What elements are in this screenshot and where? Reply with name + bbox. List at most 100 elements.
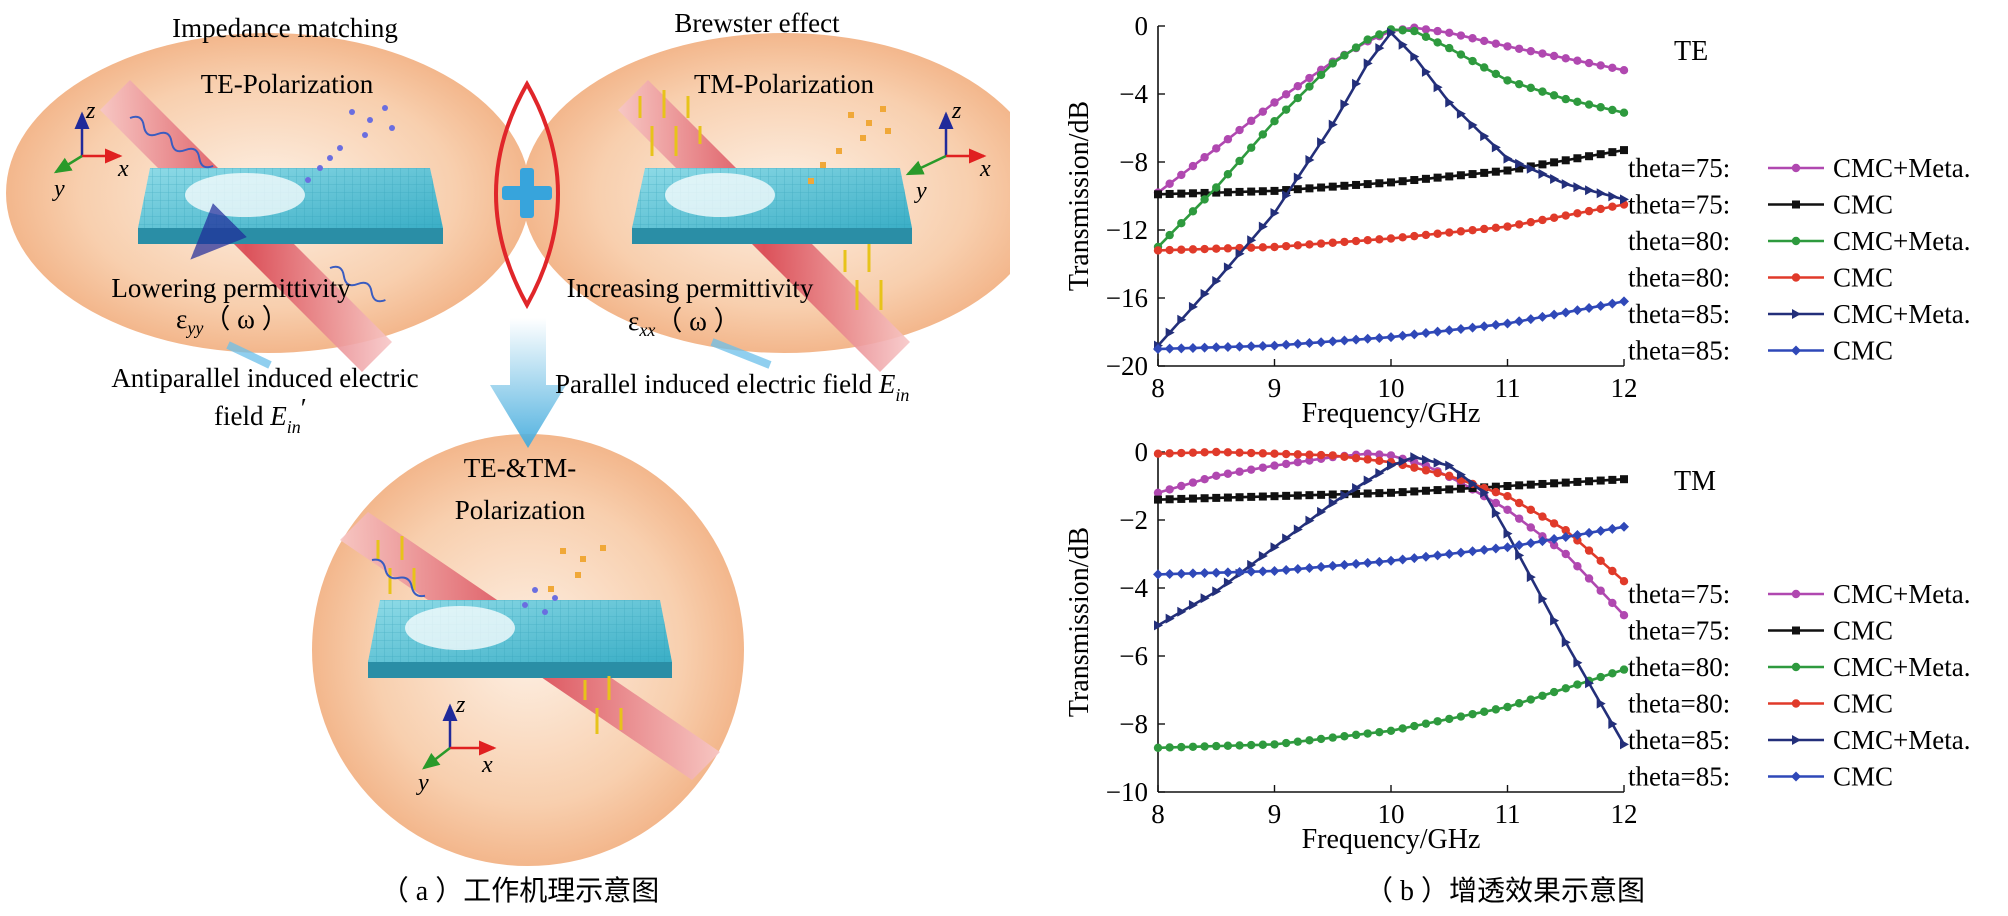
series-marker (1455, 547, 1466, 558)
series-marker (1177, 189, 1186, 198)
series-marker (1351, 730, 1361, 740)
series-marker (1397, 554, 1408, 565)
bottom-y-label: y (416, 770, 429, 796)
series-marker (1258, 130, 1268, 139)
series-marker (1387, 178, 1395, 187)
series-marker (1537, 536, 1548, 547)
series-marker (1421, 454, 1431, 465)
x-tick-label: 9 (1268, 373, 1282, 403)
series-marker (1351, 453, 1361, 463)
series-marker (1258, 740, 1268, 749)
y-tick-label: −8 (1119, 709, 1148, 739)
legend-swatch-marker (1791, 771, 1801, 782)
legend-prefix: theta=80: (1628, 226, 1730, 256)
series-marker (1235, 156, 1244, 166)
legend-swatch-marker (1791, 589, 1801, 599)
series-marker (1433, 26, 1442, 36)
series-marker (1503, 492, 1512, 501)
series-marker (1234, 341, 1245, 352)
series-marker (1491, 69, 1501, 79)
series-marker (1340, 452, 1349, 461)
series-marker (1199, 342, 1210, 353)
series-marker (1363, 236, 1372, 245)
series-marker (1293, 185, 1302, 194)
series-marker (1363, 729, 1372, 738)
series-marker (1538, 215, 1547, 225)
series-marker (1491, 167, 1500, 176)
series-marker (1607, 523, 1618, 534)
series-marker (1491, 705, 1501, 714)
series-marker (1246, 566, 1257, 577)
bottom-polarization-label-1: TE-&TM- (464, 453, 576, 483)
series-marker (1375, 727, 1384, 737)
series-marker (1480, 131, 1490, 142)
series-marker (1328, 733, 1337, 742)
legend-swatch-marker (1792, 309, 1801, 319)
series-marker (1339, 559, 1350, 570)
legend-label: CMC (1833, 616, 1893, 646)
series-marker (1502, 318, 1513, 329)
series-marker (1235, 741, 1244, 750)
series-marker (1212, 276, 1222, 286)
series-marker (1526, 46, 1535, 56)
series-marker (1328, 119, 1338, 130)
series-marker (1573, 56, 1582, 65)
series-marker (1211, 567, 1222, 578)
series-marker (1456, 469, 1466, 480)
series-marker (1270, 186, 1279, 195)
series-marker (1188, 245, 1198, 254)
series-marker (1164, 343, 1175, 354)
series-marker (1199, 568, 1210, 579)
series-marker (1480, 487, 1490, 498)
x-tick-label: 10 (1378, 373, 1405, 403)
series-marker (1363, 180, 1372, 189)
series-marker (1187, 342, 1198, 353)
series-marker (1223, 741, 1233, 750)
series-marker (1410, 452, 1420, 463)
series-marker (1270, 740, 1279, 749)
left-x-label: x (117, 156, 129, 182)
series-marker (1573, 209, 1582, 218)
combine-arrow-icon (490, 318, 566, 448)
series-marker (1538, 691, 1547, 700)
series-marker (1480, 63, 1489, 72)
series-marker (1432, 550, 1443, 561)
series-marker (1211, 342, 1222, 353)
legend-label: CMC+Meta. (1833, 153, 1970, 183)
series-marker (1269, 566, 1280, 576)
series-marker (1281, 449, 1291, 459)
legend-label: CMC+Meta. (1833, 652, 1970, 682)
series-line (1157, 203, 1625, 252)
series-marker (1177, 606, 1187, 617)
series-marker (1561, 94, 1570, 104)
series-marker (1281, 564, 1292, 575)
series-marker (1375, 489, 1384, 498)
series-marker (1153, 569, 1163, 580)
series-marker (1258, 107, 1268, 116)
overlap-lens (494, 79, 560, 310)
series-marker (1165, 495, 1174, 504)
legend-swatch-marker (1791, 662, 1801, 672)
series-marker (1270, 242, 1279, 252)
x-tick-label: 8 (1151, 373, 1165, 403)
chart-title: TM (1674, 466, 1716, 497)
legend-label: CMC (1833, 190, 1893, 220)
series-marker (1561, 54, 1570, 63)
series-marker (1200, 188, 1209, 197)
series-marker (1596, 476, 1605, 485)
series-marker (1456, 171, 1465, 180)
series-marker (1165, 613, 1175, 624)
series-marker (1305, 736, 1314, 745)
series-marker (1445, 714, 1454, 724)
left-scene: z x y (52, 80, 443, 372)
series-marker (1212, 586, 1222, 597)
series-marker (1165, 189, 1174, 198)
legend-prefix: theta=75: (1628, 616, 1730, 646)
series-marker (1375, 235, 1384, 244)
series-marker (1177, 245, 1186, 254)
series-marker (1165, 245, 1174, 255)
legend-swatch-marker (1792, 626, 1800, 635)
series-marker (1223, 448, 1233, 457)
series-marker (1293, 172, 1303, 183)
series-marker (1340, 732, 1349, 741)
